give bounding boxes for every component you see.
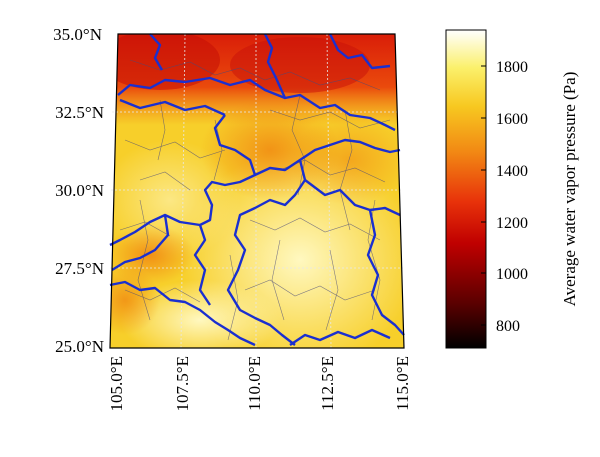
colorbar-title: Average water vapor pressure (Pa) [560,72,579,307]
longitude-labels: 105.0°E 107.5°E 110.0°E 112.5°E 115.0°E [107,356,412,411]
map-panel [109,33,405,349]
colorbar-tick-1000: 1000 [496,266,528,283]
lon-label-107-5: 107.5°E [173,356,192,411]
colorbar-tick-1800: 1800 [496,59,528,76]
latitude-labels: 35.0°N 32.5°N 30.0°N 27.5°N 25.0°N [53,25,104,356]
lon-label-110: 110.0°E [245,356,264,411]
colorbar-tick-800: 800 [496,318,520,335]
map-frame [109,33,405,349]
lat-label-30: 30.0°N [55,181,104,200]
province-boundaries [109,33,405,347]
colorbar-tick-1400: 1400 [496,163,528,180]
lon-label-112-5: 112.5°E [318,356,337,411]
colorbar: 800 1000 1200 1400 1600 1800 Average wat… [445,29,579,349]
lon-label-105: 105.0°E [107,356,126,411]
colorbar-gradient [445,29,487,349]
colorbar-tick-1200: 1200 [496,215,528,232]
colorbar-ticks [481,65,486,326]
graticule [110,33,403,349]
colorbar-tick-1600: 1600 [496,111,528,128]
lat-label-35: 35.0°N [53,25,102,44]
county-boundaries [119,59,391,341]
lat-label-27-5: 27.5°N [55,259,104,278]
lat-label-25: 25.0°N [55,337,104,356]
lon-label-115: 115.0°E [393,356,412,411]
lat-label-32-5: 32.5°N [55,103,104,122]
